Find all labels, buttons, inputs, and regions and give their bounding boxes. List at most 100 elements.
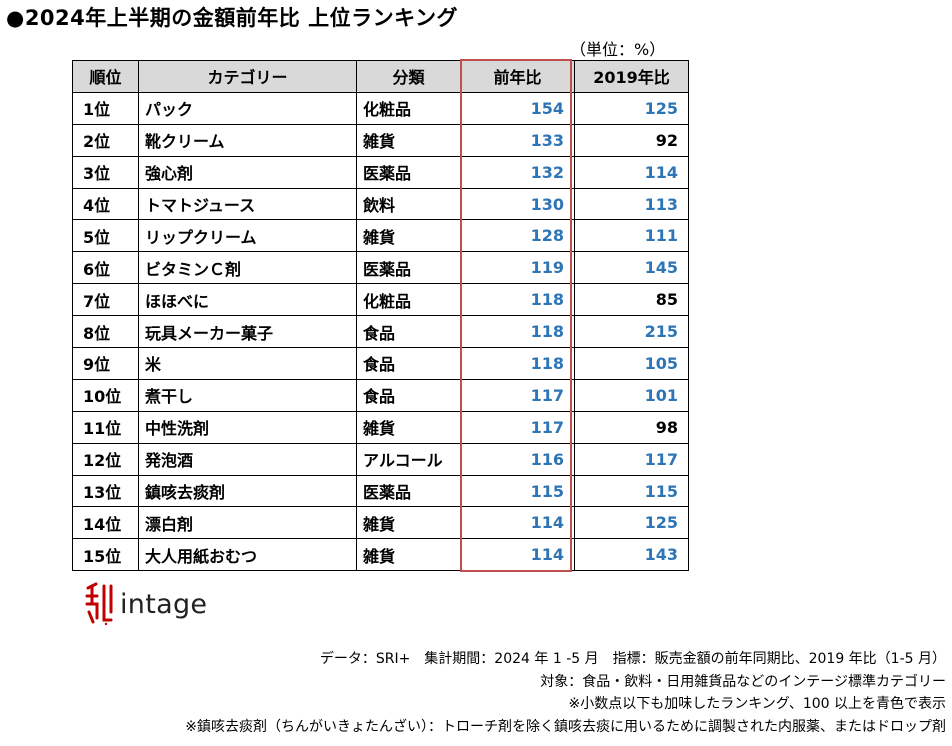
class-cell: 医薬品 — [356, 474, 461, 508]
yoy-cell: 130 — [460, 187, 575, 221]
yoy-cell: 119 — [460, 251, 575, 285]
class-cell: 雑貨 — [356, 410, 461, 444]
vs2019-cell: 98 — [574, 410, 689, 444]
header-rank: 順位 — [72, 60, 139, 93]
class-cell: 雑貨 — [356, 538, 461, 572]
table-row: 3位 強心剤 医薬品 132 114 — [72, 155, 689, 189]
rank-cell: 14位 — [72, 506, 139, 540]
table-row: 7位 ほほべに 化粧品 118 85 — [72, 283, 689, 317]
rank-cell: 6位 — [72, 251, 139, 285]
table-row: 11位 中性洗剤 雑貨 117 98 — [72, 410, 689, 444]
category-cell: 米 — [138, 347, 357, 380]
yoy-cell: 118 — [460, 283, 575, 317]
yoy-cell: 114 — [460, 538, 575, 572]
ranking-table: 順位 カテゴリー 分類 前年比 2019年比 1位 パック 化粧品 154 125 2位靴… — [72, 60, 689, 572]
rank-cell: 7位 — [72, 283, 139, 317]
category-cell: 中性洗剤 — [138, 410, 357, 444]
table-row: 2位 靴クリーム 雑貨 133 92 — [72, 123, 689, 157]
header-yoy: 前年比 — [460, 60, 575, 93]
class-cell: 医薬品 — [356, 155, 461, 189]
yoy-cell: 118 — [460, 315, 575, 349]
yoy-cell: 116 — [460, 442, 575, 476]
table-row: 5位 リップクリーム 雑貨 128 111 — [72, 219, 689, 253]
table-row: 1位 パック 化粧品 154 125 — [72, 91, 689, 125]
header-vs2019: 2019年比 — [574, 60, 689, 93]
table-header-row: 順位 カテゴリー 分類 前年比 2019年比 — [72, 60, 689, 93]
rank-cell: 12位 — [72, 442, 139, 476]
category-cell: 鎮咳去痰剤 — [138, 474, 357, 508]
vs2019-cell: 215 — [574, 315, 689, 349]
category-cell: パック — [138, 91, 357, 125]
header-category: カテゴリー — [138, 60, 357, 93]
category-cell: 煮干し — [138, 378, 357, 412]
category-cell: 靴クリーム — [138, 123, 357, 157]
table-row: 6位 ビタミンＣ剤 医薬品 119 145 — [72, 251, 689, 285]
yoy-cell: 118 — [460, 347, 575, 380]
category-cell: 玩具メーカー菓子 — [138, 315, 357, 349]
rank-cell: 9位 — [72, 347, 139, 380]
rank-cell: 10位 — [72, 378, 139, 412]
yoy-cell: 117 — [460, 378, 575, 412]
rank-cell: 3位 — [72, 155, 139, 189]
yoy-cell: 115 — [460, 474, 575, 508]
rank-cell: 2位 — [72, 123, 139, 157]
yoy-cell: 114 — [460, 506, 575, 540]
vs2019-cell: 105 — [574, 347, 689, 380]
rank-cell: 8位 — [72, 315, 139, 349]
intage-logo: intage — [84, 582, 207, 626]
table-row: 4位 トマトジュース 飲料 130 113 — [72, 187, 689, 221]
vs2019-cell: 111 — [574, 219, 689, 253]
class-cell: 医薬品 — [356, 251, 461, 285]
category-cell: ビタミンＣ剤 — [138, 251, 357, 285]
class-cell: アルコール — [356, 442, 461, 476]
category-cell: 強心剤 — [138, 155, 357, 189]
vs2019-cell: 114 — [574, 155, 689, 189]
yoy-cell: 154 — [460, 91, 575, 125]
vs2019-cell: 145 — [574, 251, 689, 285]
class-cell: 食品 — [356, 378, 461, 412]
rank-cell: 4位 — [72, 187, 139, 221]
class-cell: 雑貨 — [356, 123, 461, 157]
vs2019-cell: 143 — [574, 538, 689, 572]
vs2019-cell: 101 — [574, 378, 689, 412]
intage-mark-icon — [85, 582, 113, 626]
note-ranking: ※小数点以下も加味したランキング、100 以上を青色で表示 — [568, 696, 946, 712]
table-row: 14位 漂白剤 雑貨 114 125 — [72, 506, 689, 540]
table-row: 8位 玩具メーカー菓子 食品 118 215 — [72, 315, 689, 349]
vs2019-cell: 115 — [574, 474, 689, 508]
unit-label: （単位：%） — [570, 40, 666, 59]
note-definition: ※鎮咳去痰剤（ちんがいきょたんざい）：トローチ剤を除く鎮咳去痰に用いるために調製… — [185, 718, 946, 735]
class-cell: 雑貨 — [356, 506, 461, 540]
class-cell: 化粧品 — [356, 283, 461, 317]
category-cell: 漂白剤 — [138, 506, 357, 540]
vs2019-cell: 113 — [574, 187, 689, 221]
footnotes: データ：SRI+ 集計期間：2024 年 1 -5 月 指標：販売金額の前年同期… — [185, 648, 946, 738]
vs2019-cell: 125 — [574, 91, 689, 125]
vs2019-cell: 125 — [574, 506, 689, 540]
category-cell: トマトジュース — [138, 187, 357, 221]
yoy-cell: 117 — [460, 410, 575, 444]
rank-cell: 1位 — [72, 91, 139, 125]
vs2019-cell: 117 — [574, 442, 689, 476]
table-row: 15位 大人用紙おむつ 雑貨 114 143 — [72, 538, 689, 572]
class-cell: 飲料 — [356, 187, 461, 221]
yoy-cell: 133 — [460, 123, 575, 157]
vs2019-cell: 85 — [574, 283, 689, 317]
yoy-cell: 132 — [460, 155, 575, 189]
table-row: 13位 鎮咳去痰剤 医薬品 115 115 — [72, 474, 689, 508]
table-row: 10位 煮干し 食品 117 101 — [72, 378, 689, 412]
class-cell: 雑貨 — [356, 219, 461, 253]
note-data-source: データ：SRI+ 集計期間：2024 年 1 -5 月 指標：販売金額の前年同期… — [319, 651, 946, 667]
logo-text: intage — [120, 588, 208, 620]
rank-cell: 11位 — [72, 410, 139, 444]
header-class: 分類 — [356, 60, 461, 93]
category-cell: リップクリーム — [138, 219, 357, 253]
table-row: 9位米食品 118 105 — [72, 347, 689, 380]
rank-cell: 5位 — [72, 219, 139, 253]
yoy-cell: 128 — [460, 219, 575, 253]
rank-cell: 15位 — [72, 538, 139, 572]
category-cell: ほほべに — [138, 283, 357, 317]
note-target: 対象：食品・飲料・日用雑貨品などのインテージ標準カテゴリー — [540, 673, 946, 690]
vs2019-cell: 92 — [574, 123, 689, 157]
class-cell: 食品 — [356, 347, 461, 380]
